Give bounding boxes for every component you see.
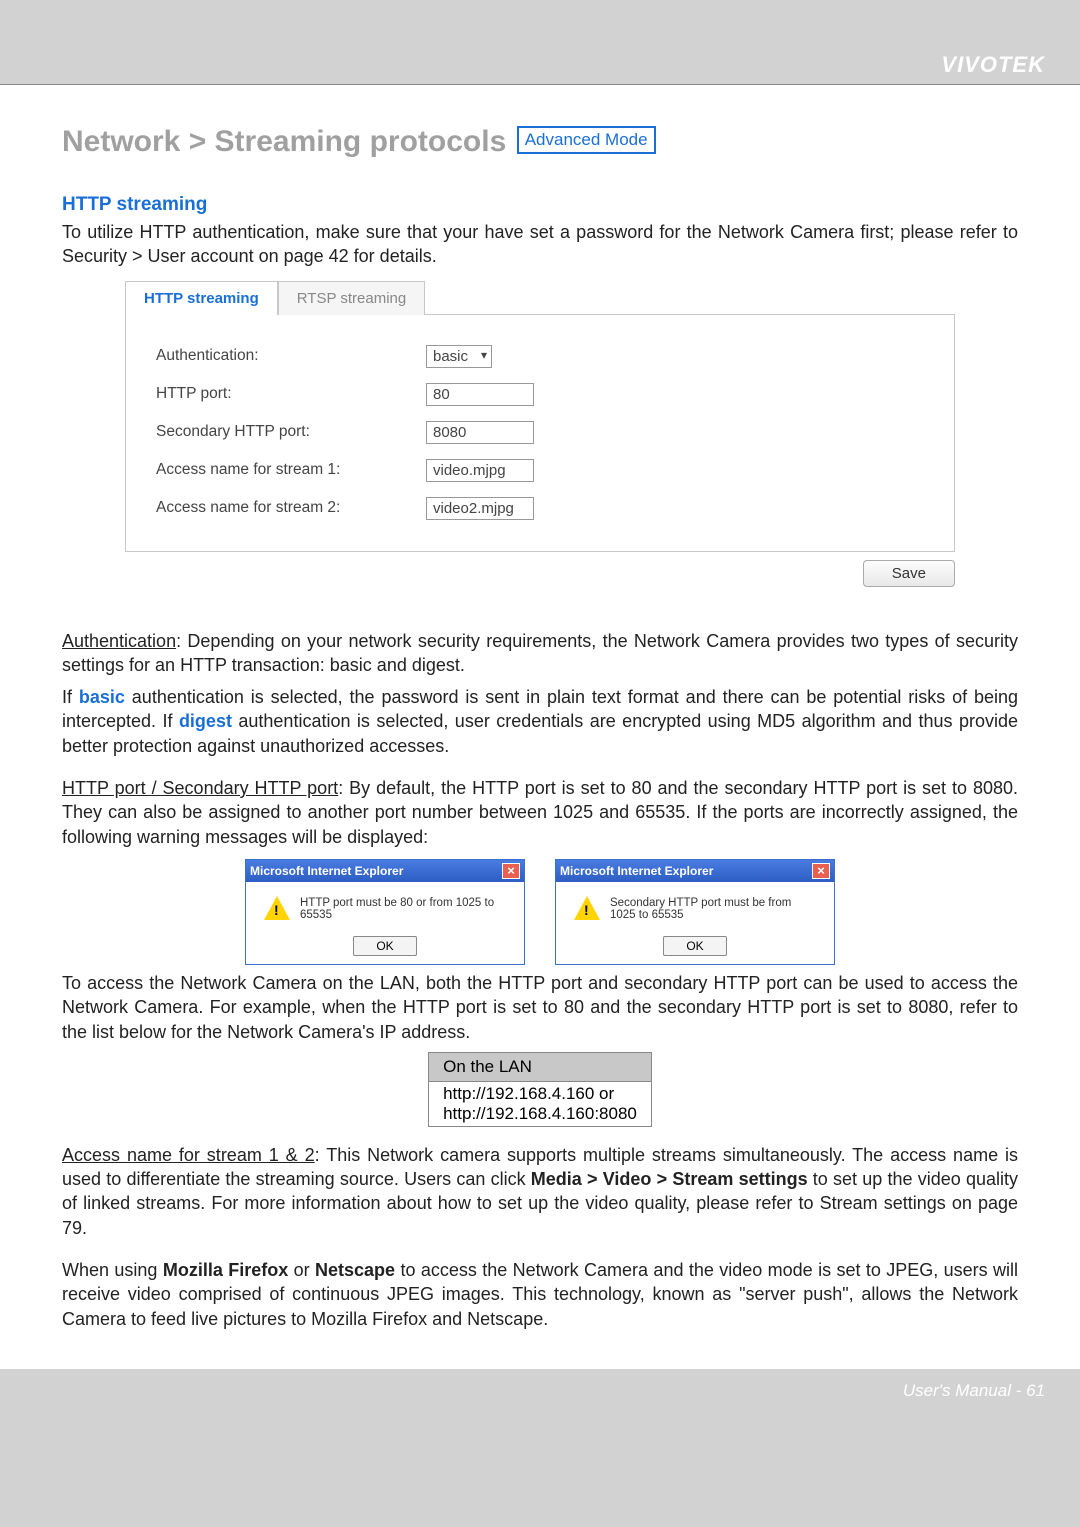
footer-text: User's Manual - 61: [903, 1381, 1045, 1401]
stream2-label: Access name for stream 2:: [156, 499, 426, 517]
stream1-input[interactable]: video.mjpg: [426, 459, 534, 482]
close-icon[interactable]: ×: [502, 863, 520, 879]
panel-body: Authentication: basic HTTP port: 80 Seco…: [125, 314, 955, 552]
tab-http-streaming[interactable]: HTTP streaming: [125, 281, 278, 315]
stream1-label: Access name for stream 1:: [156, 461, 426, 479]
access-paragraph: To access the Network Camera on the LAN,…: [62, 971, 1018, 1044]
warning-icon: [574, 896, 600, 922]
dialog-message: HTTP port must be 80 or from 1025 to 655…: [300, 897, 506, 921]
http-port-input[interactable]: 80: [426, 383, 534, 406]
auth-paragraph-1: Authentication: Depending on your networ…: [62, 629, 1018, 678]
page-title: Network > Streaming protocols: [62, 125, 506, 158]
port-paragraph: HTTP port / Secondary HTTP port: By defa…: [62, 776, 1018, 849]
intro-paragraph: To utilize HTTP authentication, make sur…: [62, 220, 1018, 269]
header-bar: VIVOTEK: [0, 0, 1080, 85]
brand-logo: VIVOTEK: [941, 52, 1045, 78]
secondary-port-label: Secondary HTTP port:: [156, 423, 426, 441]
close-icon[interactable]: ×: [812, 863, 830, 879]
stream-paragraph: Access name for stream 1 & 2: This Netwo…: [62, 1143, 1018, 1240]
warning-icon: [264, 896, 290, 922]
settings-panel: HTTP streaming RTSP streaming Authentica…: [125, 281, 955, 587]
ok-button[interactable]: OK: [353, 936, 416, 956]
dialogs-row: Microsoft Internet Explorer × HTTP port …: [62, 859, 1018, 965]
auth-select[interactable]: basic: [426, 345, 492, 368]
ie-dialog-1: Microsoft Internet Explorer × HTTP port …: [245, 859, 525, 965]
page-title-row: Network > Streaming protocols Advanced M…: [62, 125, 1018, 159]
tabs: HTTP streaming RTSP streaming: [125, 281, 955, 315]
lan-header: On the LAN: [429, 1052, 652, 1081]
ie-dialog-2: Microsoft Internet Explorer × Secondary …: [555, 859, 835, 965]
http-port-label: HTTP port:: [156, 385, 426, 403]
advanced-mode-badge: Advanced Mode: [517, 126, 656, 154]
stream2-input[interactable]: video2.mjpg: [426, 497, 534, 520]
footer-bar: User's Manual - 61: [0, 1369, 1080, 1444]
http-streaming-heading: HTTP streaming: [62, 194, 1018, 216]
save-button[interactable]: Save: [863, 560, 955, 587]
auth-paragraph-2: If basic authentication is selected, the…: [62, 685, 1018, 758]
ok-button[interactable]: OK: [663, 936, 726, 956]
secondary-port-input[interactable]: 8080: [426, 421, 534, 444]
dialog-message: Secondary HTTP port must be from 1025 to…: [610, 897, 816, 921]
lan-table: On the LAN http://192.168.4.160 or http:…: [428, 1052, 652, 1127]
auth-label: Authentication:: [156, 347, 426, 365]
lan-cell: http://192.168.4.160 or http://192.168.4…: [429, 1081, 652, 1126]
dialog-title: Microsoft Internet Explorer: [250, 864, 403, 878]
tab-rtsp-streaming[interactable]: RTSP streaming: [278, 281, 426, 315]
page-content: Network > Streaming protocols Advanced M…: [0, 85, 1080, 1369]
dialog-title: Microsoft Internet Explorer: [560, 864, 713, 878]
firefox-paragraph: When using Mozilla Firefox or Netscape t…: [62, 1258, 1018, 1331]
